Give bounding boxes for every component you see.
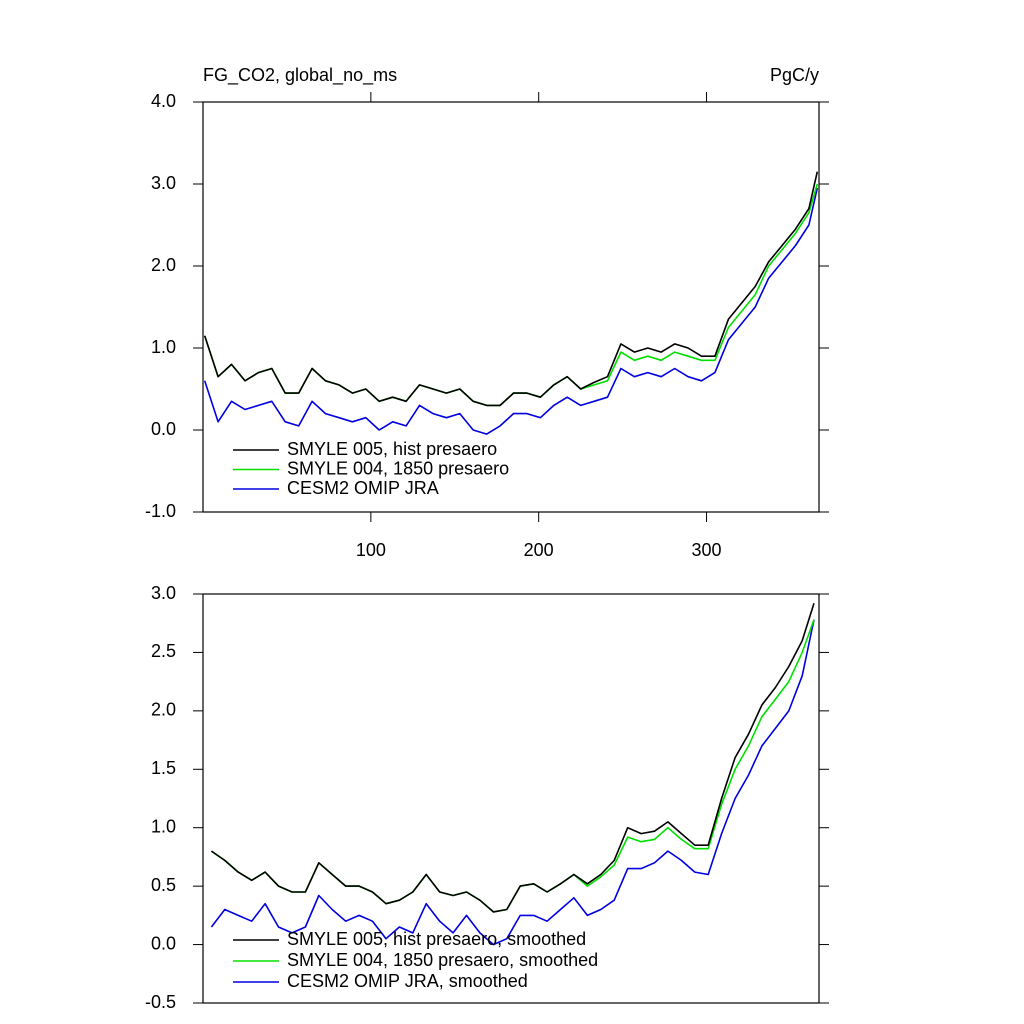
x-tick-label: 100: [356, 540, 386, 560]
series-line: [210, 619, 815, 946]
legend-label: SMYLE 004, 1850 presaero: [287, 458, 509, 478]
legend-label: CESM2 OMIP JRA: [287, 478, 439, 498]
series-line: [210, 603, 815, 913]
y-tick-label: 0.0: [151, 933, 176, 953]
y-tick-label: 1.0: [151, 337, 176, 357]
y-tick-label: 2.0: [151, 700, 176, 720]
series-line: [203, 187, 819, 435]
y-tick-label: 1.0: [151, 816, 176, 836]
plot-frame: [202, 593, 820, 1004]
y-tick-label: 1.5: [151, 758, 176, 778]
plot-frame: [202, 101, 820, 513]
x-tick-label: 200: [524, 540, 554, 560]
series-line: [203, 171, 819, 407]
legend-label: CESM2 OMIP JRA, smoothed: [287, 971, 528, 991]
units-label: PgC/y: [770, 65, 819, 85]
series-line: [203, 183, 819, 407]
chart-title: FG_CO2, global_no_ms: [203, 65, 397, 86]
y-tick-label: 4.0: [151, 91, 176, 111]
y-tick-label: -0.5: [145, 992, 176, 1012]
x-tick-label: 300: [692, 540, 722, 560]
y-tick-label: 2.0: [151, 255, 176, 275]
y-tick-label: 0.0: [151, 419, 176, 439]
legend-label: SMYLE 005, hist presaero: [287, 439, 497, 459]
legend-label: SMYLE 004, 1850 presaero, smoothed: [287, 950, 598, 970]
y-tick-label: 0.5: [151, 875, 176, 895]
series-line: [210, 619, 815, 913]
y-tick-label: 3.0: [151, 583, 176, 603]
y-tick-label: -1.0: [145, 501, 176, 521]
y-tick-label: 2.5: [151, 641, 176, 661]
legend-label: SMYLE 005, hist presaero, smoothed: [287, 929, 586, 949]
y-tick-label: 3.0: [151, 173, 176, 193]
